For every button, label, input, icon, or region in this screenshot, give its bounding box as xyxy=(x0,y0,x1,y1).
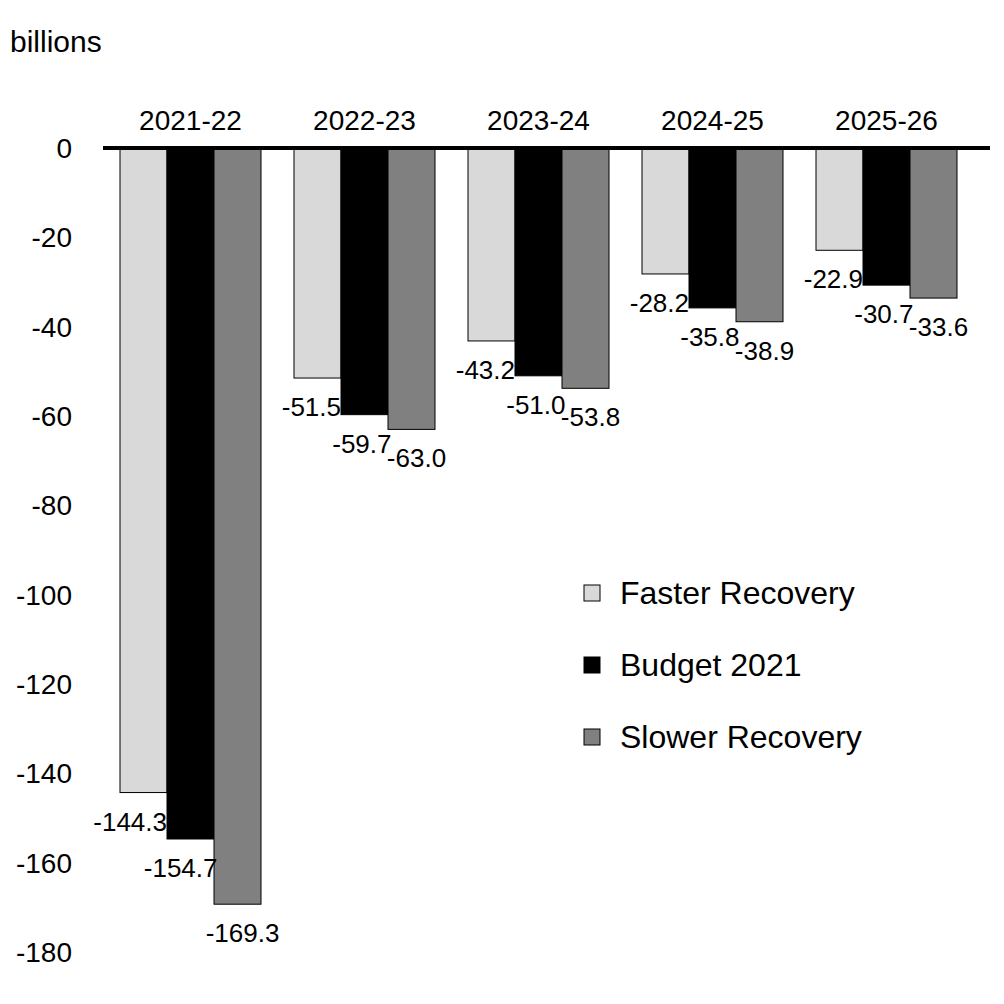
y-tick xyxy=(99,416,103,417)
legend: Faster Recovery Budget 2021 Slower Recover… xyxy=(584,575,862,755)
bar xyxy=(689,148,736,308)
data-labels: -144.3 -154.7 -169.3 -51.5 -59.7-63.0 -43.2 -5… xyxy=(93,264,968,948)
legend-label: Budget 2021 xyxy=(620,647,802,683)
bar xyxy=(294,148,341,378)
y-tick-label: 0 xyxy=(56,133,72,164)
data-label: -28.2 xyxy=(630,288,689,318)
category-label: 2024-25 xyxy=(661,105,764,136)
bars xyxy=(120,148,957,904)
y-tick xyxy=(99,684,103,685)
y-tick xyxy=(99,148,103,149)
data-label: -38.9 xyxy=(735,336,794,366)
legend-swatch xyxy=(584,729,600,745)
x-axis-line xyxy=(103,146,990,150)
category-label: 2023-24 xyxy=(487,105,590,136)
bar xyxy=(120,148,167,793)
data-label: -53.8 xyxy=(561,402,620,432)
data-label: -30.7 xyxy=(854,299,913,329)
bar xyxy=(910,148,957,298)
y-tick-label: -40 xyxy=(32,312,72,343)
legend-swatch xyxy=(584,657,600,673)
y-tick-label: -20 xyxy=(32,222,72,253)
y-tick xyxy=(99,326,103,327)
y-tick-label: -100 xyxy=(16,580,72,611)
y-tick-label: -160 xyxy=(16,848,72,879)
bar xyxy=(341,148,388,415)
bar xyxy=(736,148,783,322)
chart: billions 0 -20 -40 -60 -80 -100 -120 -140 -160 -18… xyxy=(0,0,1004,1004)
bar xyxy=(863,148,910,285)
bar xyxy=(167,148,214,839)
y-tick xyxy=(99,505,103,506)
bar xyxy=(816,148,863,250)
y-tick xyxy=(99,952,103,953)
y-tick-label: -60 xyxy=(32,401,72,432)
bar xyxy=(214,148,261,904)
data-label: -33.6 xyxy=(909,312,968,342)
y-tick xyxy=(99,773,103,774)
y-tick xyxy=(99,237,103,238)
legend-swatch xyxy=(584,585,600,601)
bar xyxy=(468,148,515,341)
data-label: -154.7 xyxy=(144,853,218,883)
y-axis-label: billions xyxy=(10,25,102,58)
category-label: 2022-23 xyxy=(313,105,416,136)
y-tick-label: -140 xyxy=(16,758,72,789)
y-tick-label: -180 xyxy=(16,937,72,968)
bar xyxy=(562,148,609,388)
bar xyxy=(388,148,435,429)
bar xyxy=(642,148,689,274)
y-tick xyxy=(99,862,103,863)
y-tick-label: -120 xyxy=(16,669,72,700)
data-label: -43.2 xyxy=(456,355,515,385)
y-tick-label: -80 xyxy=(32,490,72,521)
data-label: -63.0 xyxy=(387,443,446,473)
bar xyxy=(515,148,562,376)
category-label: 2025-26 xyxy=(835,105,938,136)
data-label: -22.9 xyxy=(804,264,863,294)
data-label: -169.3 xyxy=(206,918,280,948)
legend-label: Faster Recovery xyxy=(620,575,855,611)
data-label: -59.7 xyxy=(332,429,391,459)
data-label: -51.0 xyxy=(506,390,565,420)
y-tick xyxy=(99,594,103,595)
data-label: -35.8 xyxy=(680,322,739,352)
data-label: -144.3 xyxy=(93,807,167,837)
legend-label: Slower Recovery xyxy=(620,719,862,755)
data-label: -51.5 xyxy=(282,392,341,422)
category-label: 2021-22 xyxy=(139,105,242,136)
